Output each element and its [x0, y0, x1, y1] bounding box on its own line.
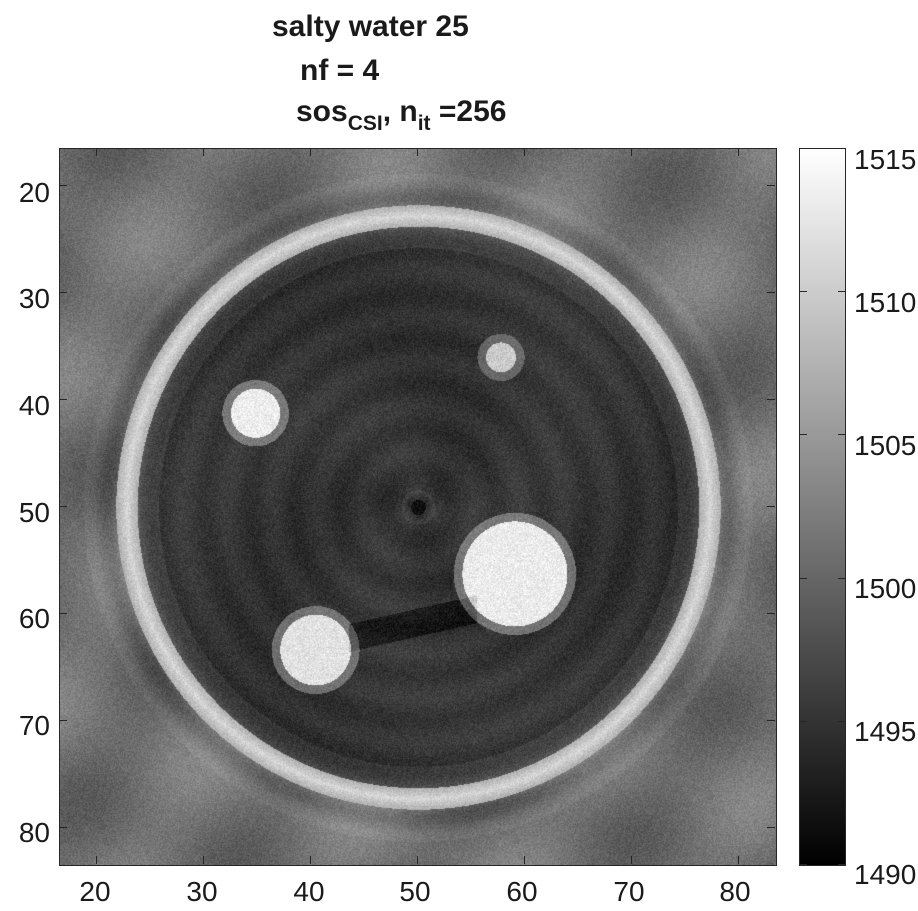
colorbar-tick-label: 1505: [854, 430, 917, 461]
title-line-3: sosCSI, nit =256: [296, 95, 507, 135]
x-tick-label: 50: [399, 876, 431, 907]
title-niter: =256: [430, 95, 507, 128]
y-tick-label: 60: [18, 603, 50, 634]
y-tick-label: 40: [18, 390, 50, 421]
title-sub-it: it: [417, 112, 431, 135]
x-tick-label: 60: [506, 876, 538, 907]
title-n: , n: [382, 95, 418, 128]
x-tick-label: 40: [293, 876, 325, 907]
y-tick-label: 20: [18, 177, 50, 208]
y-tick-label: 70: [18, 710, 50, 741]
x-tick-label: 80: [719, 876, 751, 907]
colorbar-tick-label: 1510: [854, 287, 917, 318]
colorbar-tick-label: 1500: [854, 573, 917, 604]
x-tick-label: 70: [613, 876, 645, 907]
x-tick-label: 20: [79, 876, 111, 907]
y-tick-label: 80: [18, 817, 50, 848]
colorbar-tick-label: 1515: [854, 144, 917, 175]
sos-reconstruction-image: [59, 148, 777, 866]
colorbar: [799, 148, 846, 866]
x-tick-label: 30: [186, 876, 218, 907]
y-tick-label: 30: [18, 283, 50, 314]
y-tick-label: 50: [18, 497, 50, 528]
title-line-2: nf = 4: [300, 54, 380, 87]
title-sub-csi: CSI: [347, 112, 383, 135]
colorbar-tick-label: 1495: [854, 716, 917, 747]
title-sos: sos: [296, 95, 348, 128]
colorbar-tick-label: 1490: [854, 859, 917, 890]
title-line-1: salty water 25: [272, 10, 469, 43]
